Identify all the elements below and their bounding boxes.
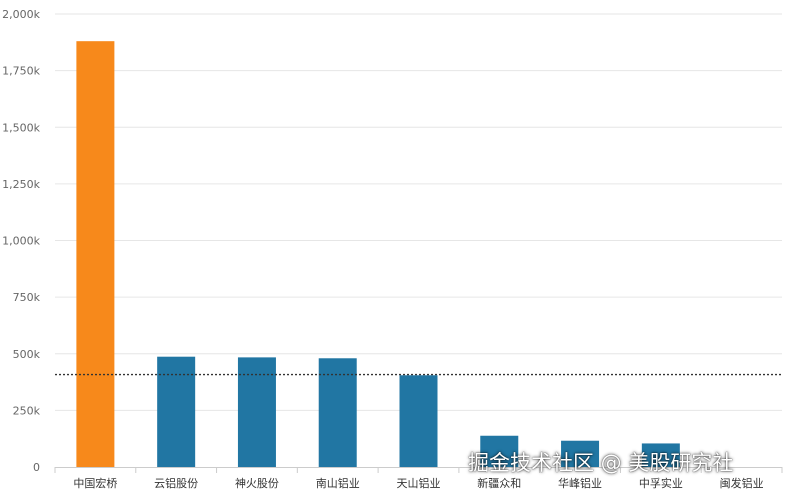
x-tick-label-1: 云铝股份 <box>154 476 198 490</box>
bar-2 <box>237 357 276 467</box>
y-tick-label-7: 1,750k <box>2 65 40 78</box>
y-tick-label-3: 750k <box>13 291 41 304</box>
y-tick-label-0: 0 <box>33 461 40 474</box>
bar-4 <box>399 375 438 467</box>
x-tick-label-5: 新疆众和 <box>477 476 521 490</box>
bar-7 <box>641 443 680 467</box>
x-tick-label-8: 闽发铝业 <box>720 476 764 490</box>
x-tick-label-0: 中国宏桥 <box>73 476 117 490</box>
x-tick-label-2: 神火股份 <box>235 476 279 490</box>
y-tick-label-2: 500k <box>13 348 41 361</box>
bars <box>76 41 680 468</box>
x-tick-label-4: 天山铝业 <box>397 476 441 490</box>
y-tick-label-5: 1,250k <box>2 178 40 191</box>
bar-3 <box>318 358 357 467</box>
bar-5 <box>480 435 519 467</box>
bar-6 <box>561 440 600 467</box>
y-tick-label-1: 250k <box>13 404 41 417</box>
x-tick-label-7: 中孚实业 <box>639 476 683 490</box>
y-tick-label-4: 1,000k <box>2 235 40 248</box>
y-tick-label-6: 1,500k <box>2 121 40 134</box>
y-tick-label-8: 2,000k <box>2 8 40 21</box>
x-tick-label-3: 南山铝业 <box>316 476 360 490</box>
bar-0 <box>76 41 115 468</box>
x-tick-label-6: 华峰铝业 <box>558 476 602 490</box>
gridlines <box>55 13 782 411</box>
bar-1 <box>157 356 196 467</box>
axes: 0 250k 500k 750k 1,000k 1,250k 1,500k 1,750k 2,0… <box>2 8 783 490</box>
